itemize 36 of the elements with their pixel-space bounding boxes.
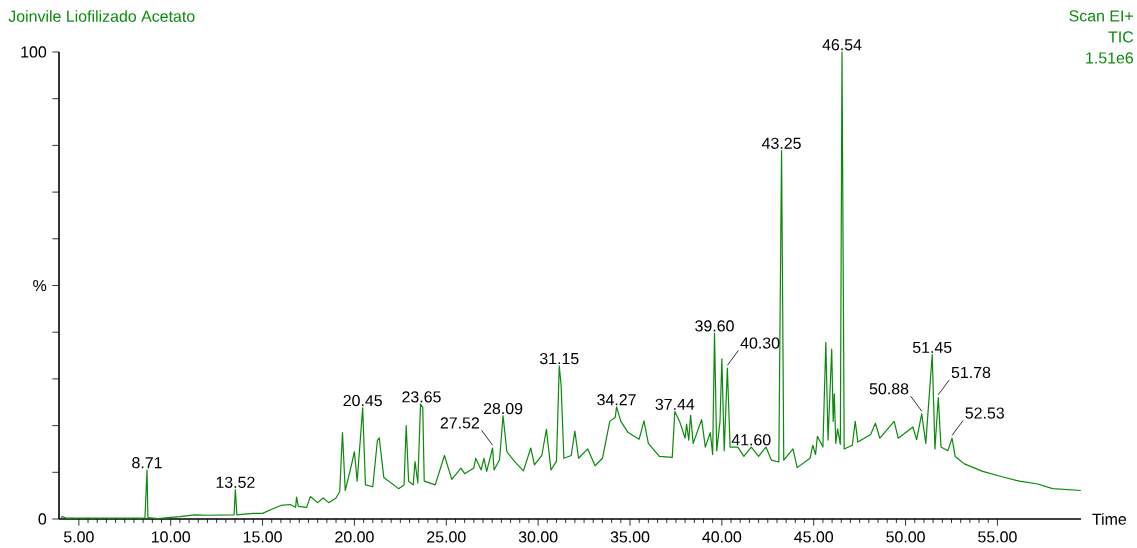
x-tick-label: 45.00 — [794, 531, 834, 543]
text: Scan EI+ — [1069, 10, 1133, 22]
y-tick-label: 100 — [21, 46, 47, 58]
annotation: 23.65 — [402, 391, 441, 403]
x-tick-label: 25.00 — [427, 531, 466, 543]
x-tick-label: 15.00 — [243, 531, 282, 543]
annotation: 43.25 — [761, 137, 801, 149]
x-tick-label: 5.00 — [63, 531, 94, 543]
y-tick-label: 0 — [38, 513, 47, 525]
annotation: 37.44 — [655, 398, 695, 411]
x-tick-label: 30.00 — [518, 531, 558, 543]
annotation: 31.15 — [539, 353, 579, 365]
x-tick-label: 40.00 — [702, 531, 742, 543]
chart-title: Joinvile Liofilizado Acetato — [8, 10, 195, 23]
annotation: 46.54 — [822, 39, 862, 51]
annotation: 50.88 — [869, 383, 909, 395]
annotation: 41.60 — [731, 434, 771, 446]
y-tick-label: % — [33, 279, 47, 292]
x-axis-title: Time — [1092, 513, 1127, 525]
annotation: 51.78 — [951, 366, 991, 379]
annotation: 27.52 — [440, 417, 480, 429]
x-tick-label: 55.00 — [978, 531, 1017, 543]
x-tick-label: 35.00 — [610, 531, 650, 543]
annotation: 13.52 — [216, 476, 255, 489]
annotation: 34.27 — [597, 394, 636, 406]
annotation: 51.45 — [912, 341, 952, 354]
annotation: 52.53 — [965, 407, 1004, 419]
annotation: 20.45 — [343, 395, 382, 407]
annotation: 8.71 — [132, 457, 162, 469]
annotation: 39.60 — [695, 320, 734, 332]
x-tick-label: 20.00 — [335, 531, 374, 543]
x-tick-label: 50.00 — [886, 531, 925, 543]
text: 1.51e6 — [1086, 52, 1134, 64]
x-tick-label: 10.00 — [151, 531, 191, 543]
annotation: 28.09 — [483, 402, 523, 415]
text: TIC — [1108, 31, 1134, 43]
